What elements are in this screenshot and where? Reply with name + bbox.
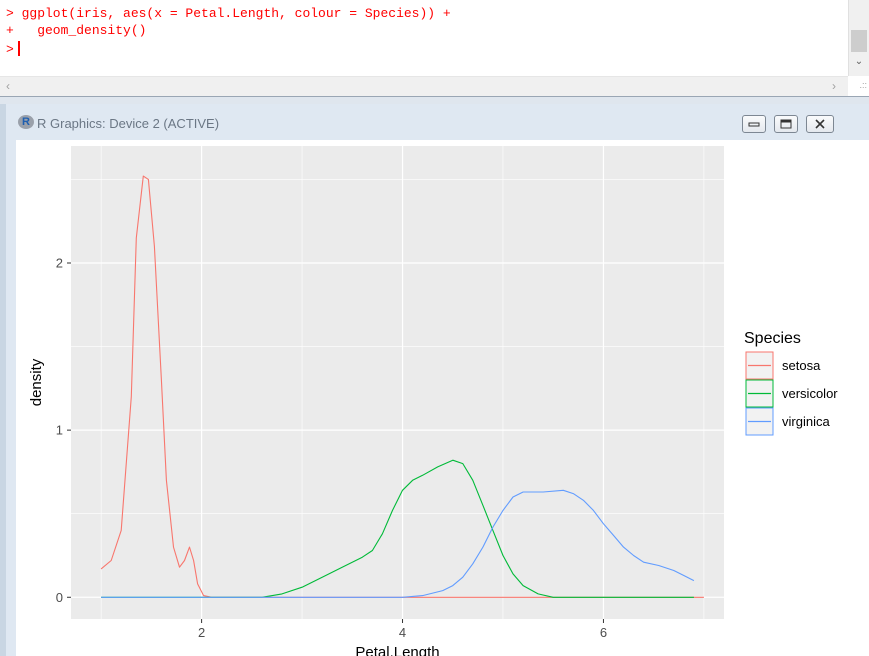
- graphics-window: R R Graphics: Device 2 (ACTIVE) 2 4 6 0 1 2 P…: [0, 104, 869, 656]
- console-prompt: >: [6, 42, 14, 57]
- legend-key-outline: [745, 407, 774, 436]
- close-icon: [815, 119, 825, 129]
- y-tick-label: 0: [56, 590, 63, 605]
- scroll-down-arrow-icon[interactable]: ⌄: [854, 56, 864, 67]
- console-scroll-thumb[interactable]: [851, 30, 867, 52]
- axis-ticks: 2 4 6 0 1 2: [56, 255, 607, 640]
- legend-label-setosa: setosa: [782, 358, 821, 373]
- y-tick-label: 1: [56, 423, 63, 438]
- text-cursor: [17, 41, 20, 56]
- graphics-window-title: R Graphics: Device 2 (ACTIVE): [37, 116, 220, 131]
- legend-label-virginica: virginica: [782, 414, 830, 429]
- legend-title: Species: [744, 330, 801, 347]
- legend-key-outline: [745, 379, 774, 408]
- close-button[interactable]: [806, 115, 834, 133]
- plot-panel: [71, 146, 724, 619]
- scroll-right-arrow-icon[interactable]: ›: [832, 79, 836, 93]
- console-horizontal-scrollbar[interactable]: ‹ ›: [0, 76, 848, 96]
- x-tick-label: 2: [198, 625, 205, 640]
- plot-area: 2 4 6 0 1 2 Petal.Length density Species seto…: [16, 140, 869, 656]
- legend: Species setosa versicolor virginica: [744, 330, 838, 436]
- console-output[interactable]: > ggplot(iris, aes(x = Petal.Length, col…: [0, 0, 848, 76]
- series-layer: [100, 175, 704, 598]
- r-logo-icon: R: [18, 115, 34, 129]
- minimize-button[interactable]: [742, 115, 766, 133]
- density-chart: 2 4 6 0 1 2 Petal.Length density Species seto…: [28, 146, 838, 656]
- maximize-icon: [780, 119, 792, 129]
- resize-grip-icon[interactable]: .::: [859, 80, 867, 90]
- minimize-icon: [748, 122, 760, 127]
- scroll-left-arrow-icon[interactable]: ‹: [6, 79, 10, 93]
- graphics-window-titlebar[interactable]: R R Graphics: Device 2 (ACTIVE): [6, 104, 869, 144]
- console-prompt-line[interactable]: >: [6, 41, 20, 58]
- console-line-1: > ggplot(iris, aes(x = Petal.Length, col…: [6, 6, 451, 21]
- console-line-2: + geom_density(): [6, 23, 147, 38]
- x-axis-label: Petal.Length: [355, 644, 439, 656]
- legend-key-outline: [745, 351, 774, 380]
- r-console[interactable]: > ggplot(iris, aes(x = Petal.Length, col…: [0, 0, 869, 97]
- grid-minor: [71, 146, 724, 619]
- legend-label-versicolor: versicolor: [782, 386, 838, 401]
- density-line-virginica: [101, 489, 695, 598]
- x-tick-label: 4: [399, 625, 406, 640]
- console-vertical-scrollbar[interactable]: ⌄: [848, 0, 869, 76]
- density-line-setosa: [100, 175, 704, 598]
- x-tick-label: 6: [600, 625, 607, 640]
- y-axis-label: density: [28, 358, 45, 406]
- y-tick-label: 2: [56, 255, 63, 270]
- density-line-versicolor: [101, 459, 694, 598]
- maximize-button[interactable]: [774, 115, 798, 133]
